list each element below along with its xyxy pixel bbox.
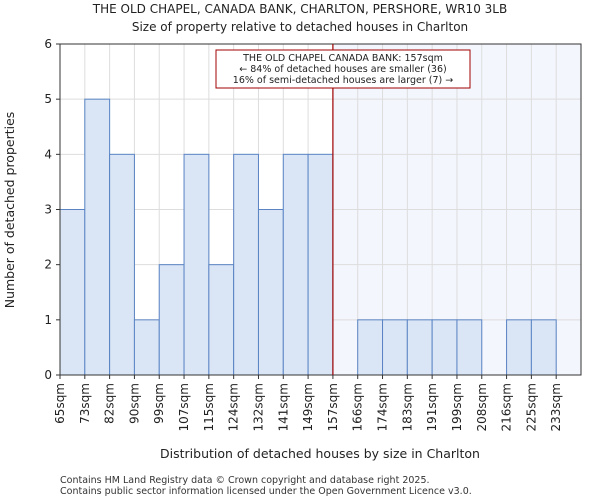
x-tick-label: 233sqm <box>549 383 563 431</box>
x-tick-label: 174sqm <box>376 383 390 431</box>
bar-82sqm <box>109 153 135 376</box>
x-tick-label: 124sqm <box>227 383 241 431</box>
x-tick-label: 199sqm <box>450 383 464 431</box>
bars <box>59 98 557 376</box>
chart-subtitle: Size of property relative to detached ho… <box>132 20 468 34</box>
bar-73sqm <box>84 98 111 376</box>
bar-65sqm <box>59 209 86 376</box>
plot-frame <box>59 43 582 376</box>
bar-174sqm <box>382 319 408 376</box>
annotation-box: THE OLD CHAPEL CANADA BANK: 157sqm ← 84%… <box>215 49 471 89</box>
bar-107sqm <box>183 153 210 376</box>
x-tick-label: 141sqm <box>276 383 290 431</box>
y-tick-label: 4 <box>44 147 52 161</box>
bar-99sqm <box>158 264 185 376</box>
x-tick-label: 183sqm <box>400 383 414 431</box>
bar-225sqm <box>530 319 557 376</box>
y-tick-label: 3 <box>44 203 52 217</box>
x-tick-label: 73sqm <box>78 383 92 424</box>
x-tick-label: 132sqm <box>251 383 265 431</box>
x-tick-label: 216sqm <box>500 383 514 431</box>
x-tick-label: 191sqm <box>425 383 439 431</box>
x-tick-label: 107sqm <box>177 383 191 431</box>
x-ticks: 65sqm 73sqm 82sqm 90sqm 99sqm 107sqm 115sqm 124… <box>53 375 563 431</box>
bar-199sqm <box>456 319 483 376</box>
x-tick-label: 208sqm <box>475 383 489 431</box>
x-tick-label: 166sqm <box>351 383 365 431</box>
y-tick-label: 2 <box>44 258 52 272</box>
y-tick-label: 6 <box>44 37 52 51</box>
bar-216sqm <box>506 319 532 376</box>
y-tick-label: 0 <box>44 368 52 382</box>
x-axis-label: Distribution of detached houses by size … <box>160 446 480 461</box>
x-tick-label: 65sqm <box>53 383 67 424</box>
bar-183sqm <box>406 319 433 376</box>
footer-line-1: Contains HM Land Registry data © Crown c… <box>60 475 430 486</box>
x-tick-label: 99sqm <box>152 383 166 424</box>
bar-166sqm <box>357 319 384 376</box>
bar-141sqm <box>282 153 309 376</box>
annotation-line-3: 16% of semi-detached houses are larger (… <box>233 75 453 86</box>
x-tick-label: 225sqm <box>524 383 538 431</box>
annotation-line-2: ← 84% of detached houses are smaller (36… <box>239 64 446 75</box>
x-tick-label: 149sqm <box>301 383 315 431</box>
x-tick-label: 115sqm <box>202 383 216 431</box>
bar-132sqm <box>257 209 284 376</box>
y-ticks: 0 1 2 3 4 5 6 <box>44 37 60 382</box>
x-tick-label: 157sqm <box>326 383 340 431</box>
annotation-box-frame <box>215 49 471 89</box>
bar-149sqm <box>307 153 334 376</box>
x-tick-label: 90sqm <box>127 383 141 424</box>
bar-191sqm <box>431 319 458 376</box>
footer-line-2: Contains public sector information licen… <box>60 486 472 497</box>
annotation-line-1: THE OLD CHAPEL CANADA BANK: 157sqm <box>242 53 443 64</box>
y-axis-label: Number of detached properties <box>2 112 17 309</box>
bar-124sqm <box>233 153 259 376</box>
chart-title: THE OLD CHAPEL, CANADA BANK, CHARLTON, P… <box>92 2 507 16</box>
y-tick-label: 5 <box>44 92 52 106</box>
y-tick-label: 1 <box>44 313 52 327</box>
bar-90sqm <box>133 319 160 376</box>
bar-115sqm <box>208 264 235 376</box>
x-tick-label: 82sqm <box>103 383 117 424</box>
